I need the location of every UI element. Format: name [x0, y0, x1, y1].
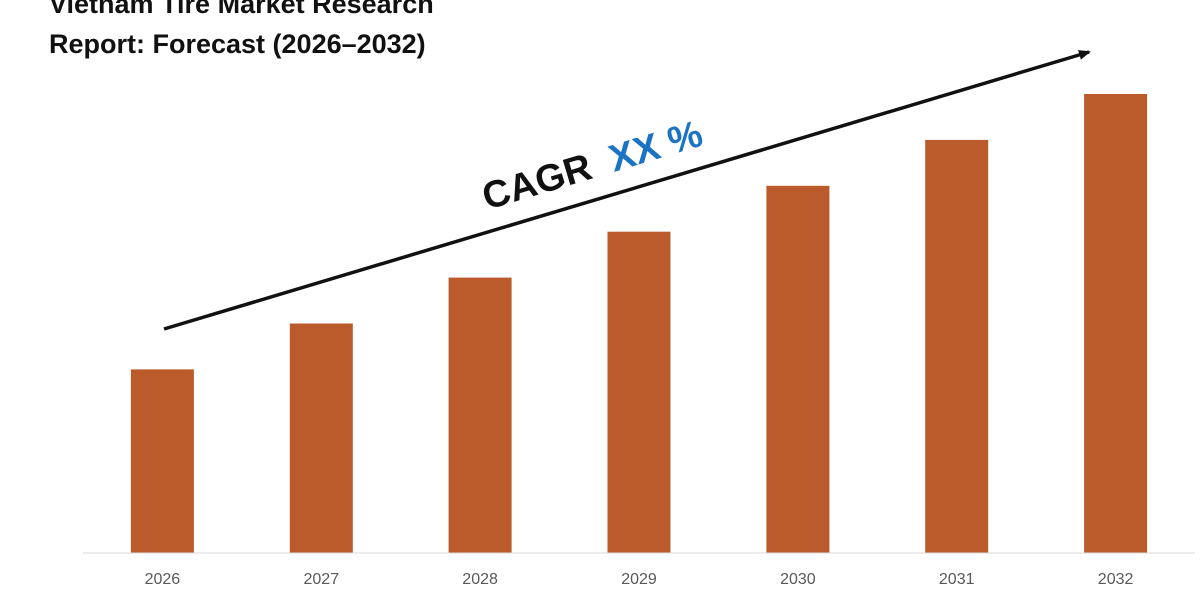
bar-2030	[766, 185, 830, 554]
bar-2029	[607, 231, 671, 553]
x-tick-label-2028: 2028	[462, 571, 498, 588]
bar-2032	[1084, 94, 1148, 553]
cagr-annotation: CAGR XX %	[478, 113, 708, 219]
chart-title-line-1: Vietnam Tire Market Research	[49, 0, 434, 19]
bar-2027	[289, 323, 353, 553]
chart-title-line-2: Report: Forecast (2026–2032)	[49, 29, 426, 59]
x-tick-label-2032: 2032	[1098, 571, 1134, 588]
x-tick-label-2026: 2026	[145, 571, 181, 588]
x-tick-labels: 2026 2027 2028 2029 2030 2031 2032	[145, 571, 1134, 588]
x-tick-label-2029: 2029	[621, 571, 657, 588]
x-tick-label-2031: 2031	[939, 571, 975, 588]
bars-group	[130, 94, 1148, 554]
x-tick-label-2027: 2027	[304, 571, 340, 588]
bar-2031	[925, 139, 989, 553]
cagr-label: CAGR	[478, 146, 597, 218]
trend-arrow	[163, 50, 1091, 331]
x-tick-label-2030: 2030	[780, 571, 816, 588]
bar-2028	[448, 277, 512, 553]
chart-title: Vietnam Tire Market Research Report: For…	[49, 0, 434, 64]
bar-2026	[130, 369, 194, 553]
